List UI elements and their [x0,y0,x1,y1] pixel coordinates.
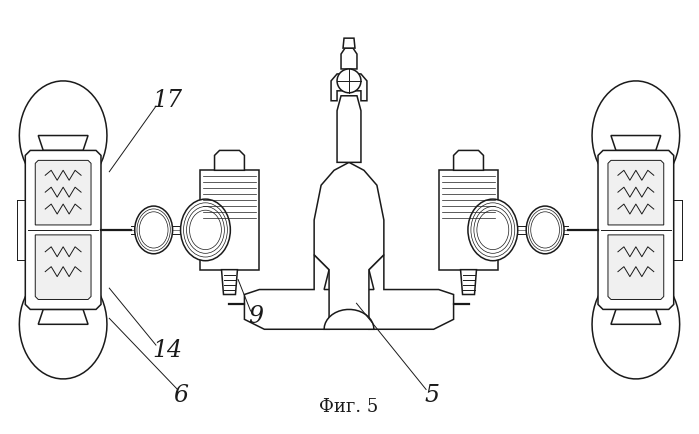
Text: 17: 17 [152,89,182,112]
Text: 14: 14 [152,339,182,362]
Polygon shape [592,81,679,190]
Polygon shape [461,270,477,295]
Polygon shape [343,38,355,48]
Ellipse shape [468,199,518,261]
Polygon shape [20,81,107,190]
Polygon shape [337,96,361,162]
Polygon shape [25,151,101,309]
Polygon shape [611,309,661,324]
Polygon shape [598,151,674,309]
Polygon shape [331,74,367,101]
Text: 9: 9 [248,305,263,328]
Polygon shape [592,270,679,379]
Text: Фиг. 5: Фиг. 5 [319,398,379,416]
Polygon shape [222,270,238,295]
Circle shape [337,69,361,93]
Polygon shape [439,170,498,270]
Polygon shape [608,235,664,299]
Polygon shape [611,135,661,151]
Polygon shape [324,309,374,329]
Polygon shape [38,135,88,151]
Polygon shape [245,255,454,329]
Polygon shape [341,48,357,69]
Polygon shape [200,170,259,270]
Ellipse shape [526,206,564,254]
Text: 5: 5 [424,385,439,408]
Polygon shape [38,309,88,324]
Polygon shape [35,161,91,225]
Polygon shape [35,235,91,299]
Ellipse shape [135,206,173,254]
Polygon shape [20,270,107,379]
Ellipse shape [180,199,231,261]
Polygon shape [608,161,664,225]
Polygon shape [314,162,384,319]
Polygon shape [454,151,484,170]
Polygon shape [215,151,245,170]
Text: 6: 6 [173,385,189,408]
